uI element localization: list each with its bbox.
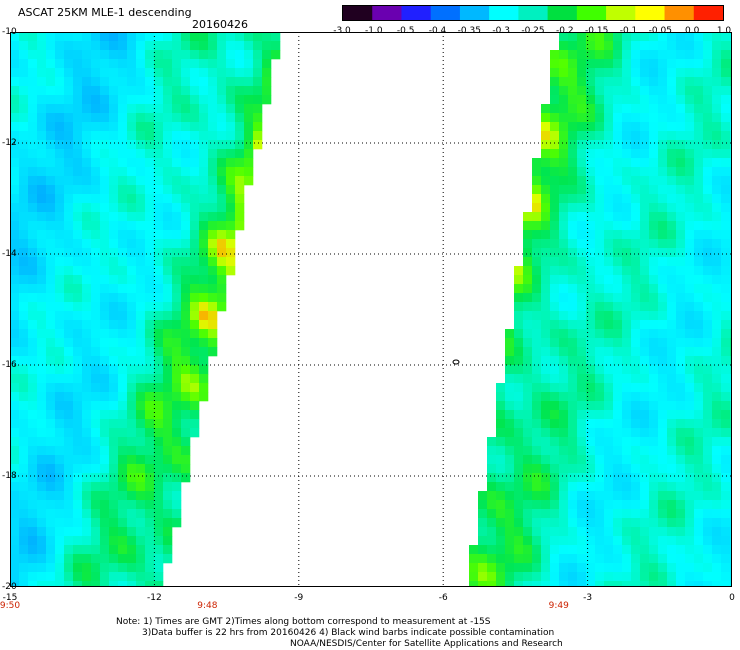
latitude-label: -12 <box>2 138 17 148</box>
time-label: 9:48 <box>197 601 218 611</box>
wind-map-plot <box>10 32 732 587</box>
colorbar-segment <box>401 6 432 20</box>
colorbar-segment <box>606 6 636 20</box>
colorbar-label: -0.5 <box>396 26 415 36</box>
colorbar-label: 0.0 <box>684 26 700 36</box>
latitude-label: -10 <box>2 27 17 37</box>
longitude-label: -9 <box>294 593 304 603</box>
colorbar-segment <box>518 6 549 20</box>
latitude-label: -16 <box>2 360 17 370</box>
plot-frame <box>10 32 732 587</box>
colorbar-segment <box>693 6 723 20</box>
longitude-label: -12 <box>147 593 162 603</box>
colorbar-label: -1.0 <box>365 26 383 36</box>
colorbar-label: -3.0 <box>333 26 351 36</box>
time-label: 9:50 <box>0 601 21 611</box>
colorbar <box>342 5 724 21</box>
colorbar-segment <box>547 6 578 20</box>
note-line-2: 3)Data buffer is 22 hrs from 20160426 4)… <box>142 628 555 638</box>
colorbar-label: -0.3 <box>492 26 510 36</box>
latitude-label: -20 <box>2 582 17 592</box>
colorbar-label: -0.2 <box>556 26 574 36</box>
map-date: 20160426 <box>192 18 248 31</box>
latitude-label: -18 <box>2 471 17 481</box>
note-line-1: Note: 1) Times are GMT 2)Times along bot… <box>116 617 491 627</box>
island-outline <box>452 359 460 365</box>
colorbar-label: -0.35 <box>457 26 481 36</box>
colorbar-labels: -3.0 -1.0 -0.5 -0.4 -0.35 -0.3 -0.25 -0.2 -0.15-… <box>330 26 740 38</box>
colorbar-label: -0.1 <box>619 26 638 36</box>
colorbar-segment <box>489 6 519 20</box>
latitude-label: -14 <box>2 249 17 259</box>
colorbar-segment <box>372 6 402 20</box>
colorbar-segment <box>635 6 666 20</box>
colorbar-segment <box>459 6 490 20</box>
colorbar-label: 1.0 <box>716 26 732 36</box>
colorbar-segment <box>430 6 461 20</box>
time-label: 9:49 <box>548 601 569 611</box>
colorbar-segment <box>664 6 695 20</box>
longitude-label: -3 <box>583 593 593 603</box>
colorbar-segment <box>343 6 373 20</box>
map-title: ASCAT 25KM MLE-1 descending <box>18 6 192 19</box>
longitude-label: -6 <box>438 593 448 603</box>
colorbar-label: -0.25 <box>521 26 545 36</box>
wind-field <box>10 32 732 587</box>
colorbar-label: -0.05 <box>648 26 672 36</box>
colorbar-label: -0.4 <box>428 26 447 36</box>
colorbar-segment <box>576 6 607 20</box>
note-line-3: NOAA/NESDIS/Center for Satellite Applica… <box>290 639 563 649</box>
longitude-label: 0 <box>729 593 735 603</box>
longitude-label: -15 <box>2 593 18 603</box>
colorbar-label: -0.15 <box>585 26 609 36</box>
